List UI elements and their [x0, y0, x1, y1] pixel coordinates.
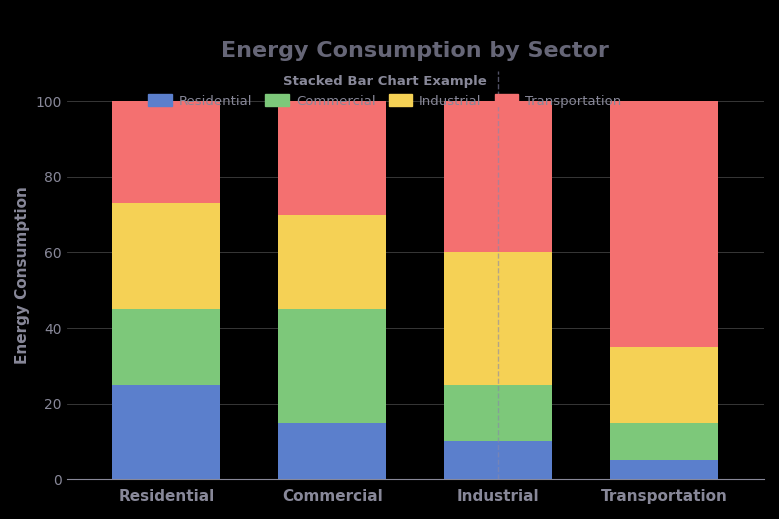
Bar — [278, 422, 386, 479]
Bar — [445, 101, 552, 252]
Bar — [112, 101, 220, 203]
Bar — [112, 385, 220, 479]
Y-axis label: Energy Consumption: Energy Consumption — [15, 186, 30, 364]
Title: Energy Consumption by Sector: Energy Consumption by Sector — [221, 41, 609, 61]
Bar — [611, 460, 718, 479]
Bar — [611, 422, 718, 460]
Bar — [112, 203, 220, 309]
Bar — [445, 385, 552, 442]
Bar — [445, 252, 552, 385]
Bar — [278, 309, 386, 422]
Bar — [445, 442, 552, 479]
Legend: Residential, Commercial, Industrial, Transportation: Residential, Commercial, Industrial, Tra… — [143, 69, 626, 113]
Bar — [611, 101, 718, 347]
Bar — [611, 347, 718, 422]
Bar — [112, 309, 220, 385]
Bar — [278, 101, 386, 214]
Bar — [278, 214, 386, 309]
